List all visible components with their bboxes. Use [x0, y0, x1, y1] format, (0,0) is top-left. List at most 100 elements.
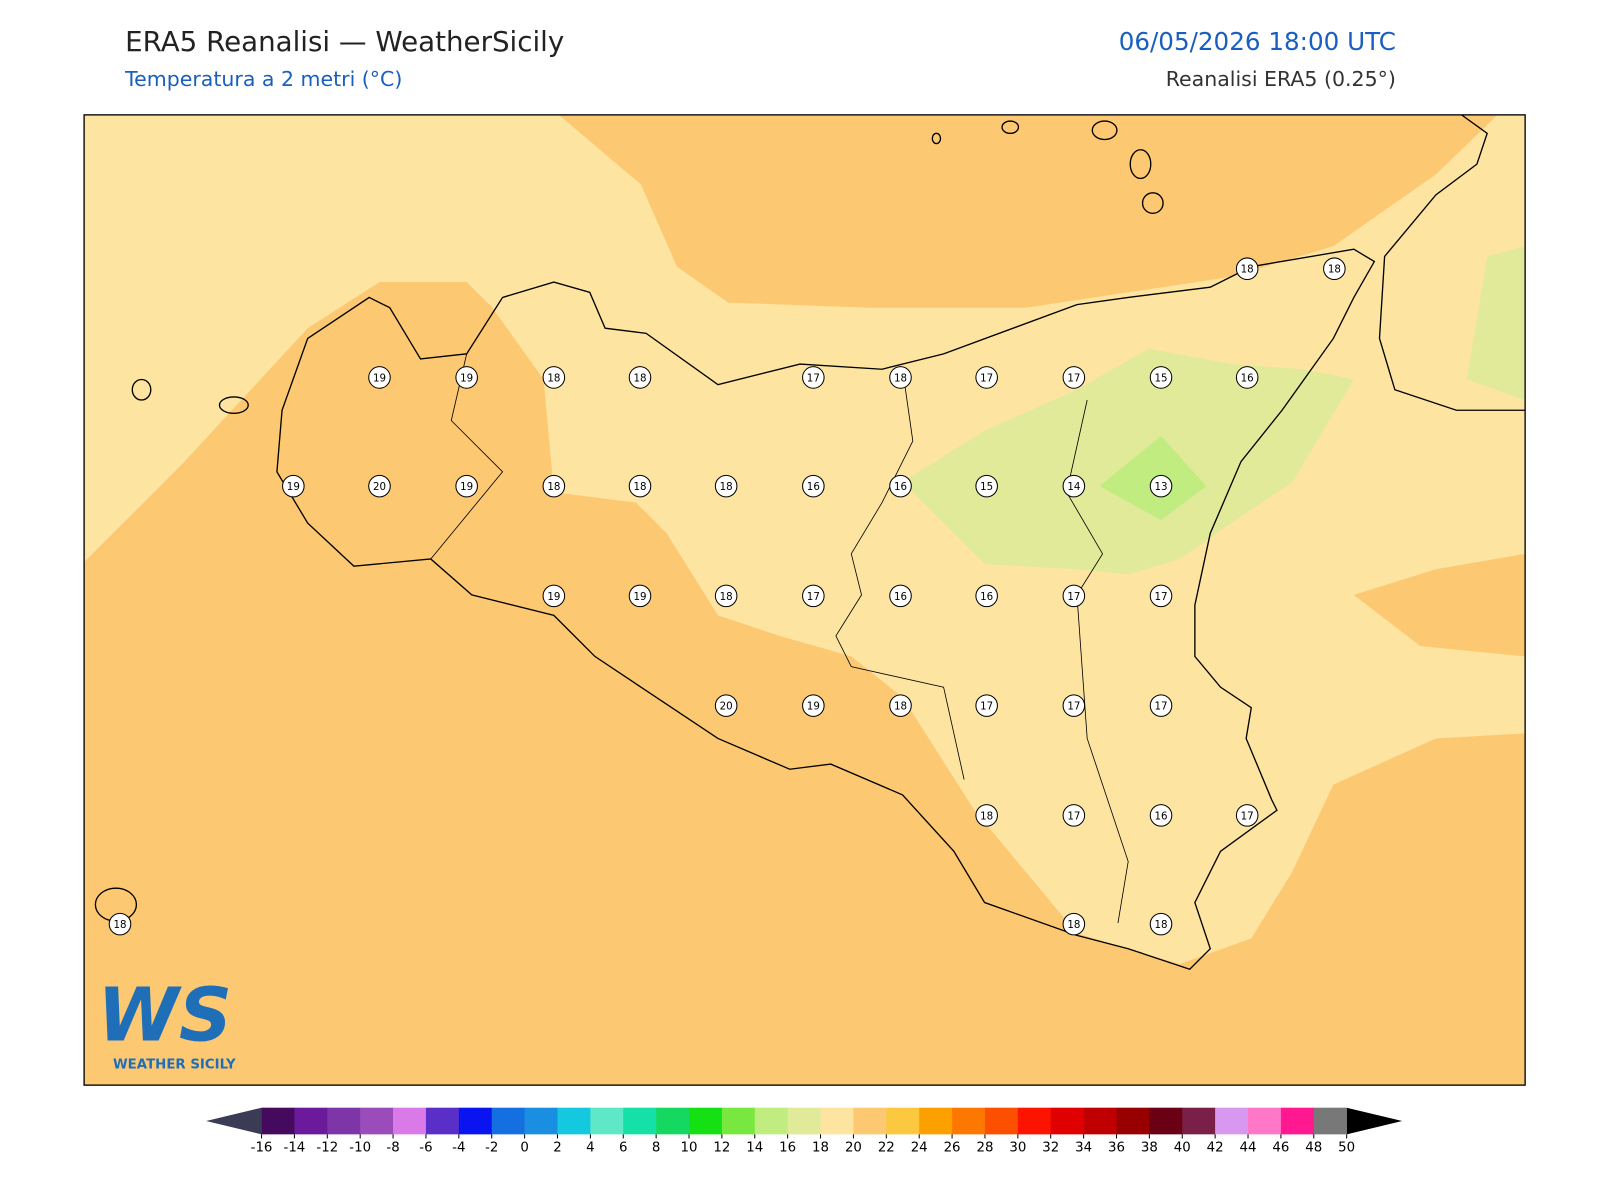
station-marker	[802, 694, 825, 717]
colorbar-tick-label: 22	[878, 1141, 895, 1156]
station-value: 20	[720, 701, 733, 713]
station-marker	[368, 366, 391, 389]
station-marker	[1149, 912, 1173, 936]
colorbar-segment	[689, 1107, 723, 1135]
colorbar-tick-label: 14	[746, 1141, 763, 1156]
station-value: 17	[807, 591, 820, 603]
source: Reanalisi ERA5 (0.25°)	[1166, 67, 1396, 91]
station-marker	[628, 474, 652, 498]
colorbar-tick-label: 6	[619, 1141, 627, 1156]
colorbar-tick-label: 0	[520, 1141, 528, 1156]
station-value: 19	[460, 372, 473, 384]
colorbar-segment	[294, 1107, 328, 1135]
colorbar-tick-label: 24	[911, 1141, 928, 1156]
station-marker	[455, 474, 478, 498]
station-value: 14	[1067, 481, 1080, 493]
colorbar-segment	[1182, 1107, 1216, 1135]
colorbar-tick-label: -10	[349, 1141, 371, 1156]
station-value: 18	[1328, 264, 1341, 276]
station-value: 16	[807, 481, 820, 493]
colorbar-segment	[820, 1107, 854, 1135]
colorbar-tick-label: 12	[713, 1141, 730, 1156]
station-marker	[975, 366, 998, 389]
colorbar-segment	[491, 1107, 525, 1135]
station-value: 15	[1155, 372, 1168, 384]
colorbar-tick-label: 10	[681, 1141, 698, 1156]
station-value: 16	[894, 591, 907, 603]
station-value: 18	[720, 591, 733, 603]
logo-text: WEATHER SICILY	[113, 1058, 236, 1073]
colorbar-over	[1346, 1107, 1403, 1135]
colorbar-tick-label: 2	[553, 1141, 561, 1156]
station-value: 18	[113, 919, 126, 931]
station-marker	[889, 474, 912, 498]
station-value: 18	[633, 372, 646, 384]
colorbar-tick-label: -12	[316, 1141, 338, 1156]
station-marker	[889, 584, 912, 608]
colorbar-segment	[1116, 1107, 1150, 1135]
colorbar-segment	[984, 1107, 1019, 1135]
station-value: 16	[894, 481, 907, 493]
colorbar-segment	[853, 1107, 887, 1135]
colorbar-segment	[393, 1107, 427, 1135]
station-marker	[1149, 584, 1173, 608]
colorbar-segment	[524, 1107, 558, 1135]
datetime: 06/05/2026 18:00 UTC	[1119, 27, 1396, 56]
station-value: 19	[460, 481, 473, 493]
station-marker	[1062, 694, 1086, 717]
colorbar-segment	[721, 1107, 756, 1135]
map-frame	[83, 114, 1526, 1086]
colorbar-tick-label: 20	[845, 1141, 862, 1156]
colorbar-tick-label: 46	[1272, 1141, 1289, 1156]
station-marker	[1062, 912, 1086, 936]
colorbar-segment	[261, 1107, 295, 1135]
colorbar-segment	[1050, 1107, 1084, 1135]
station-value: 18	[894, 701, 907, 713]
station-value: 18	[1241, 264, 1254, 276]
station-value: 19	[287, 481, 300, 493]
station-value: 17	[807, 372, 820, 384]
station-value: 16	[1241, 372, 1254, 384]
colorbar-segment	[1017, 1107, 1052, 1135]
colorbar-segment	[754, 1107, 788, 1135]
station-value: 17	[1067, 591, 1080, 603]
station-marker	[714, 584, 738, 608]
colorbar-tick-label: -2	[485, 1141, 498, 1156]
station-marker	[802, 474, 825, 498]
station-value: 16	[980, 591, 993, 603]
station-value: 17	[980, 372, 993, 384]
logo-mark: WS	[97, 973, 232, 1059]
colorbar-tick-label: 32	[1042, 1141, 1059, 1156]
station-marker	[368, 474, 391, 498]
station-value: 18	[547, 481, 560, 493]
station-marker	[975, 804, 998, 827]
station-marker	[542, 366, 566, 389]
colorbar-tick-label: -16	[251, 1141, 273, 1156]
colorbar-tick-label: -4	[452, 1141, 465, 1156]
colorbar-tick-label: 36	[1108, 1141, 1125, 1156]
station-marker	[1149, 366, 1173, 389]
station-marker	[455, 366, 478, 389]
station-marker	[1062, 804, 1086, 827]
station-value: 15	[980, 481, 993, 493]
station-marker	[1149, 804, 1173, 827]
station-value: 17	[1067, 810, 1080, 822]
station-value: 20	[373, 481, 386, 493]
colorbar: -16 -14 -12 -10 -8 -6 -4 -2 0 2 4 6 8 10 12 14 16 18 20 22 2…	[206, 1107, 1403, 1156]
station-marker	[542, 584, 566, 608]
station-marker	[1323, 257, 1346, 280]
station-marker	[802, 584, 825, 608]
colorbar-tick-label: 26	[944, 1141, 961, 1156]
colorbar-segment	[1083, 1107, 1117, 1135]
station-value: 19	[633, 591, 646, 603]
contour-region	[902, 348, 1354, 575]
station-marker	[889, 694, 912, 717]
colorbar-segment	[952, 1107, 986, 1135]
station-value: 17	[1155, 701, 1168, 713]
station-marker	[1235, 804, 1259, 827]
contour-region	[1099, 435, 1207, 520]
station-value: 19	[807, 701, 820, 713]
colorbar-tick-label: 8	[652, 1141, 660, 1156]
station-value: 18	[547, 372, 560, 384]
